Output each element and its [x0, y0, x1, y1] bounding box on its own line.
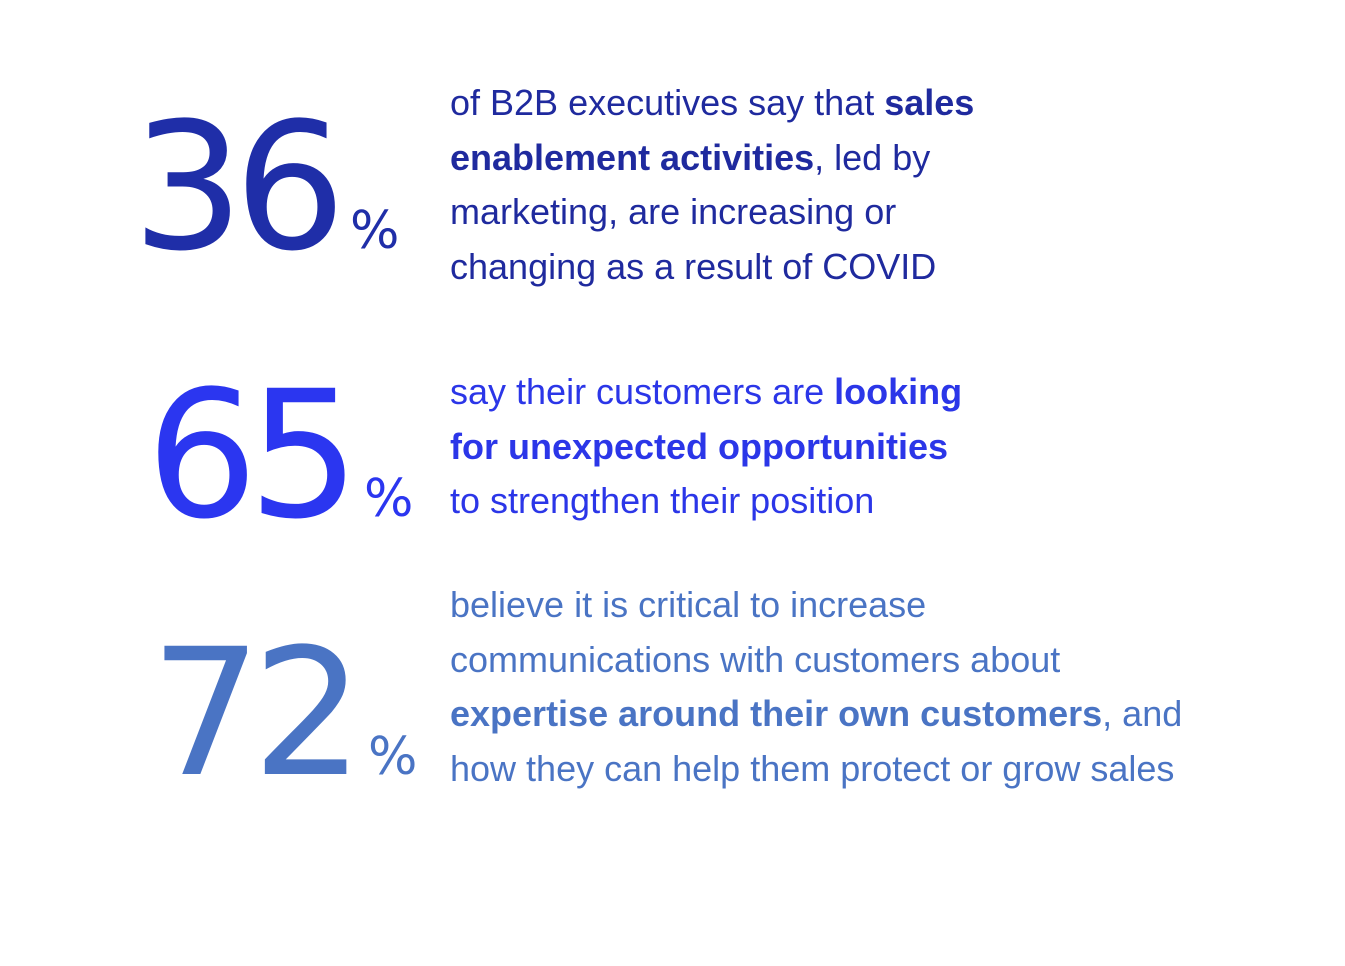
percent-sign: %: [349, 201, 400, 261]
description-line: how they can help them protect or grow s…: [450, 742, 1182, 797]
description-line: expertise around their own customers, an…: [450, 687, 1182, 742]
stat-number: 72: [150, 611, 364, 816]
description-line: to strengthen their position: [450, 474, 962, 529]
description-line: say their customers are looking: [450, 365, 962, 420]
percent-sign: %: [363, 469, 414, 529]
stat-figure: 36%: [132, 100, 399, 276]
text-segment: to strengthen their position: [450, 480, 875, 521]
stat-figure: 65%: [146, 368, 413, 544]
bold-segment: sales: [884, 82, 975, 123]
percent-sign: %: [367, 727, 418, 787]
stat-description: believe it is critical to increase commu…: [450, 578, 1182, 796]
text-segment: of B2B executives say that: [450, 82, 885, 123]
text-segment: how they can help them protect or grow s…: [450, 747, 1175, 789]
stat-description: of B2B executives say that sales enablem…: [450, 76, 974, 294]
stat-description: say their customers are looking for unex…: [450, 365, 962, 529]
bold-segment: looking: [834, 371, 963, 412]
text-segment: , led by: [814, 136, 931, 178]
description-line: enablement activities, led by: [450, 131, 974, 186]
bold-segment: for unexpected opportunities: [450, 425, 949, 467]
description-line: believe it is critical to increase: [450, 578, 1182, 633]
stat-number: 65: [146, 353, 360, 558]
description-line: of B2B executives say that sales: [450, 76, 974, 131]
text-segment: communications with customers about: [450, 638, 1061, 680]
text-segment: changing as a result of COVID: [450, 245, 937, 287]
description-line: communications with customers about: [450, 633, 1182, 688]
stat-figure: 72%: [150, 626, 417, 802]
description-line: changing as a result of COVID: [450, 240, 974, 295]
bold-segment: expertise around their own customers: [450, 693, 1103, 734]
bold-segment: enablement activities: [450, 136, 815, 178]
stat-number: 36: [132, 85, 346, 290]
description-line: for unexpected opportunities: [450, 420, 962, 475]
text-segment: marketing, are increasing or: [450, 191, 897, 232]
text-segment: , and: [1102, 693, 1183, 734]
text-segment: believe it is critical to increase: [450, 584, 927, 625]
text-segment: say their customers are: [450, 371, 835, 412]
description-line: marketing, are increasing or: [450, 185, 974, 240]
